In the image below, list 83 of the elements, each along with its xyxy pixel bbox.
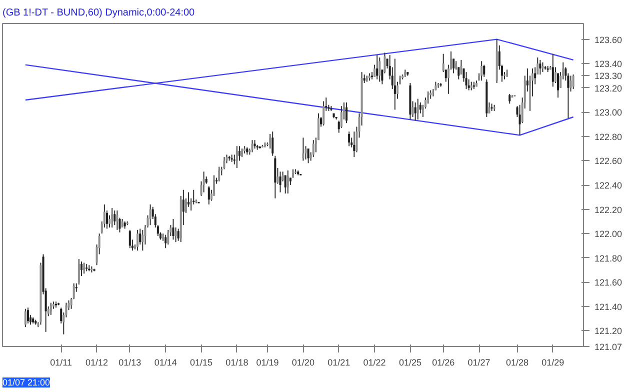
candlestick [480, 60, 483, 82]
candlestick [50, 302, 52, 316]
x-tick-label: 01/21 [328, 358, 350, 368]
x-tick-label: 01/29 [542, 358, 564, 368]
candlestick [24, 308, 26, 328]
candlestick [490, 103, 493, 112]
candlestick [279, 171, 282, 193]
y-tick-label: 123.30 [594, 71, 622, 82]
x-tick-label: 01/14 [154, 358, 177, 368]
candlestick [570, 75, 572, 92]
x-tick-label: 01/28 [506, 358, 529, 368]
y-tick-label: 121.40 [594, 302, 622, 312]
candlestick [111, 208, 114, 228]
candlestick [460, 59, 462, 75]
candlestick [488, 102, 490, 114]
y-tick-label: 122.00 [594, 229, 622, 240]
candlestick [26, 307, 29, 324]
candlestick [284, 174, 286, 194]
candlestick [508, 93, 511, 104]
candlestick [416, 98, 419, 120]
candlestick [218, 166, 220, 182]
candlestick [539, 59, 542, 75]
candlestick [378, 57, 381, 82]
candlestick [302, 137, 304, 162]
candlestick [202, 171, 205, 193]
y-tick-label: 122.60 [594, 156, 622, 166]
candlestick [384, 52, 386, 74]
x-tick-label: 01/12 [86, 358, 108, 368]
candlestick [465, 72, 468, 90]
candlestick [427, 91, 430, 104]
candlestick [394, 58, 396, 110]
x-tick-label: 01/13 [118, 358, 142, 368]
candlestick [272, 131, 274, 156]
candlestick [286, 170, 289, 194]
x-tick-label: 01/19 [256, 358, 279, 368]
y-tick-label: 123.60 [594, 34, 622, 45]
candlestick [116, 210, 118, 230]
chart-title: (GB 1!-DT - BUND,60) Dynamic,0:00-24:00 [2, 8, 196, 18]
y-tick-label: 122.40 [594, 180, 622, 190]
candlestick [83, 262, 86, 274]
candlestick [136, 229, 139, 252]
y-tick-label: 121.80 [594, 253, 622, 264]
y-tick-label: 122.20 [594, 204, 622, 215]
candlestick [142, 229, 144, 252]
y-tick-label: 123.40 [594, 59, 622, 70]
x-tick-label: 01/18 [226, 358, 248, 368]
x-tick-label: 01/11 [50, 358, 72, 368]
candlestick [114, 210, 116, 226]
candlestick [174, 227, 177, 243]
candlestick [167, 229, 170, 245]
candlestick [572, 74, 574, 90]
y-tick-label: 123.00 [594, 108, 622, 118]
candlestick [128, 229, 131, 249]
x-tick-label: 01/25 [398, 358, 422, 368]
candlestick [542, 62, 544, 73]
y-tick-label: 121.20 [594, 326, 622, 336]
candlestick [322, 100, 325, 126]
text: 01/07 21:00 [2, 378, 50, 388]
candlestick [345, 102, 348, 124]
candlestick [149, 204, 152, 226]
candlestick [312, 140, 314, 158]
x-tick-label: 01/15 [190, 358, 213, 368]
x-tick-label: 01/26 [432, 358, 455, 368]
candlestick [172, 218, 174, 240]
candlestick [164, 234, 167, 249]
x-tick-label: 01/22 [363, 358, 386, 368]
candlestick [348, 131, 350, 147]
candlestick [414, 102, 416, 122]
candlestick [208, 186, 210, 205]
y-tick-label: 122.80 [594, 132, 622, 142]
y-tick-label: 123.20 [594, 83, 622, 94]
candlestick [376, 54, 378, 80]
y-tick-label: 121.60 [594, 278, 622, 288]
y-tick-label: 121.07 [594, 342, 622, 352]
candlestick [442, 53, 444, 73]
candlestick [251, 140, 254, 153]
x-tick-label: 01/27 [468, 358, 490, 368]
x-tick-label: 01/20 [292, 358, 314, 368]
candlestick [307, 148, 310, 164]
candlestick [483, 64, 486, 78]
candlestick [236, 146, 238, 168]
candlestick [552, 53, 554, 88]
candlestick [412, 100, 414, 118]
